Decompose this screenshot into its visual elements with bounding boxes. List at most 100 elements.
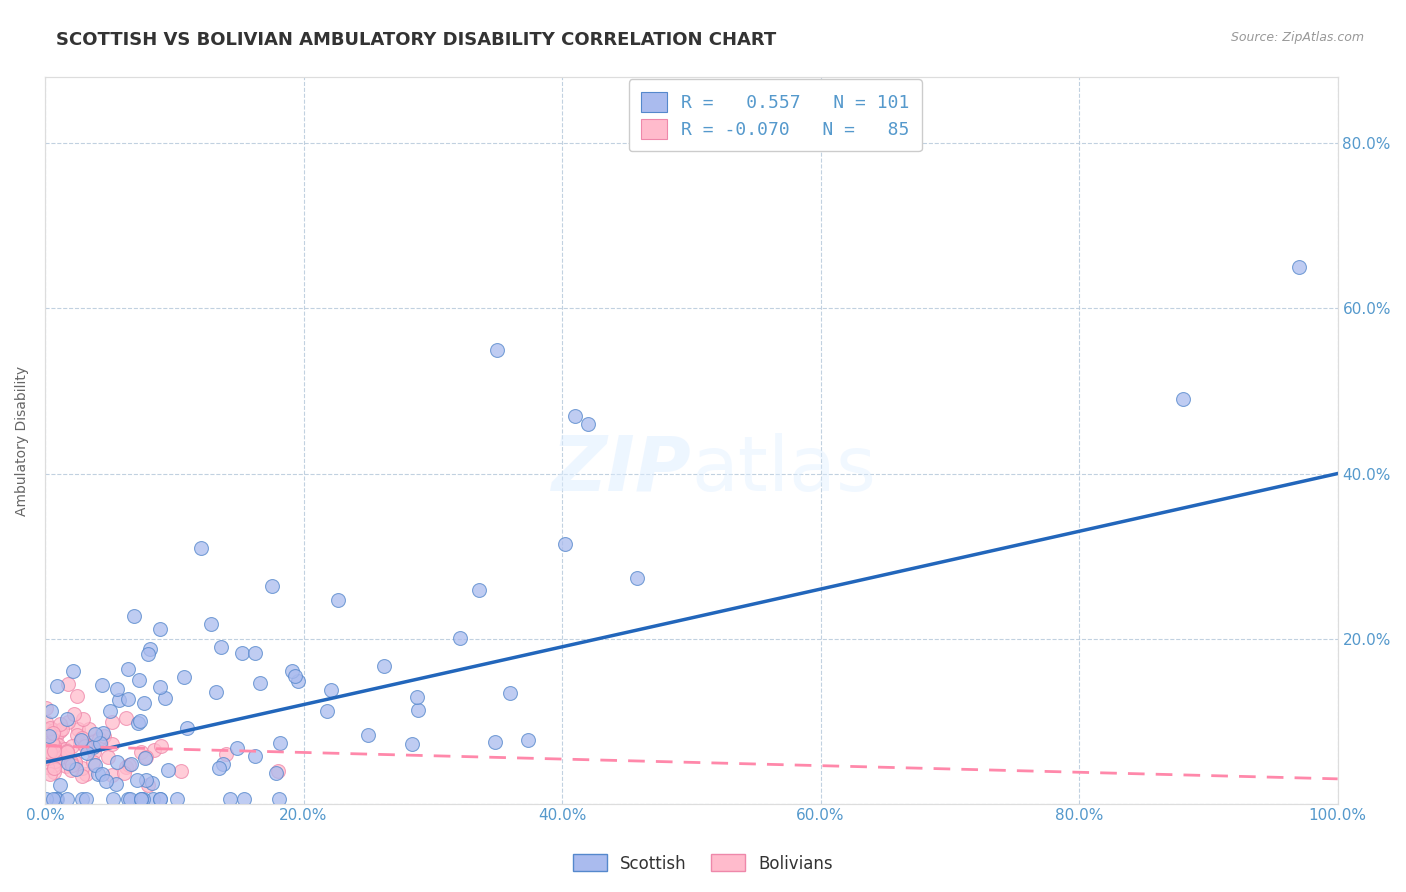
Point: [83, 745, 105, 759]
Point: [120, 792, 142, 806]
Point: [149, 792, 172, 806]
Point: [39, 721, 62, 735]
Point: [231, 646, 253, 660]
Point: [60, 739, 83, 754]
Point: [373, 659, 395, 673]
Point: [406, 703, 429, 717]
Point: [97, 749, 120, 764]
Point: [75, 792, 97, 806]
Point: [60, 757, 83, 772]
Point: [215, 747, 238, 761]
Point: [53, 741, 76, 756]
Point: [42, 765, 65, 780]
Point: [75, 766, 97, 780]
Point: [41, 704, 63, 718]
Point: [66, 690, 89, 704]
Point: [166, 792, 188, 806]
Point: [46, 679, 69, 693]
Point: [266, 764, 288, 778]
Point: [124, 608, 146, 623]
Point: [135, 773, 157, 788]
Point: [249, 675, 271, 690]
Text: atlas: atlas: [692, 433, 876, 507]
Point: [190, 541, 212, 556]
Point: [42, 723, 65, 737]
Point: [37, 751, 59, 765]
Point: [142, 792, 165, 806]
Point: [499, 685, 522, 699]
Point: [173, 670, 195, 684]
Point: [35, 792, 58, 806]
Point: [108, 693, 131, 707]
Point: [38, 744, 60, 758]
Point: [72, 712, 94, 726]
Point: [267, 792, 290, 806]
Point: [117, 662, 139, 676]
Point: [468, 583, 491, 598]
Point: [42, 739, 65, 753]
Point: [101, 768, 124, 782]
Point: [49, 778, 72, 792]
Point: [101, 714, 124, 729]
Point: [46, 738, 69, 752]
Point: [42, 792, 65, 806]
Text: Source: ZipAtlas.com: Source: ZipAtlas.com: [1230, 31, 1364, 45]
Point: [132, 792, 155, 806]
Point: [55, 713, 77, 727]
Point: [48, 740, 70, 755]
Point: [70, 761, 93, 775]
Point: [86, 766, 108, 780]
Point: [65, 755, 87, 769]
Point: [66, 728, 89, 742]
Point: [169, 764, 191, 779]
Point: [45, 730, 67, 744]
Point: [626, 570, 648, 584]
Point: [35, 700, 58, 714]
Point: [89, 736, 111, 750]
Point: [37, 730, 59, 744]
Point: [65, 762, 87, 776]
Point: [401, 737, 423, 751]
Point: [135, 749, 157, 764]
Point: [49, 749, 72, 764]
Point: [266, 766, 288, 780]
Point: [101, 792, 124, 806]
Point: [127, 716, 149, 731]
Point: [35, 727, 58, 741]
Point: [153, 691, 176, 706]
Point: [44, 757, 66, 772]
Point: [56, 792, 79, 806]
Point: [564, 409, 586, 423]
Point: [209, 640, 232, 654]
Point: [56, 746, 79, 760]
Point: [114, 760, 136, 774]
Point: [104, 777, 127, 791]
Point: [316, 704, 339, 718]
Point: [75, 737, 97, 751]
Point: [38, 737, 60, 751]
Point: [35, 737, 58, 751]
Point: [39, 766, 62, 780]
Point: [1171, 392, 1194, 407]
Point: [51, 723, 73, 737]
Point: [49, 724, 72, 739]
Point: [118, 758, 141, 772]
Point: [287, 673, 309, 688]
Point: [44, 749, 66, 764]
Point: [554, 537, 576, 551]
Point: [82, 755, 104, 769]
Point: [53, 742, 76, 756]
Point: [129, 792, 152, 806]
Point: [176, 721, 198, 735]
Point: [58, 677, 80, 691]
Point: [60, 763, 83, 777]
Point: [35, 714, 58, 729]
Point: [67, 723, 90, 737]
Point: [157, 763, 180, 777]
Point: [449, 631, 471, 645]
Point: [63, 707, 86, 722]
Point: [150, 739, 173, 754]
Point: [141, 775, 163, 789]
Point: [486, 343, 509, 357]
Point: [319, 682, 342, 697]
